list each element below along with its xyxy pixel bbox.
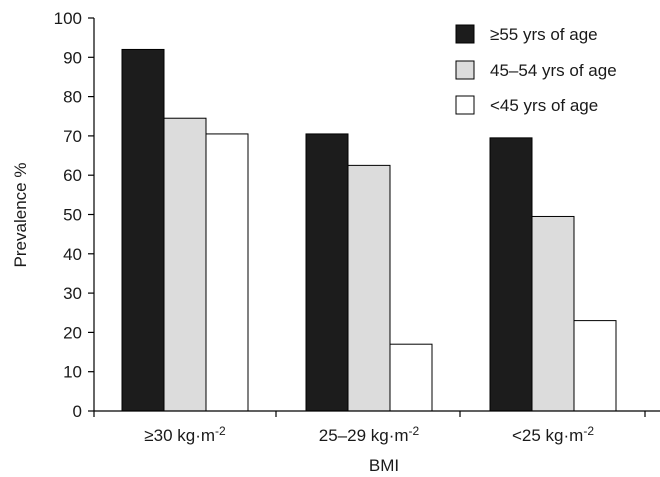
bar — [389, 343, 433, 412]
bar — [205, 133, 249, 412]
y-tick-label: 40 — [63, 245, 82, 264]
bar — [121, 48, 165, 412]
y-tick-label: 90 — [63, 48, 82, 67]
y-axis: 0 10 20 30 40 50 60 70 80 90 100 — [54, 9, 95, 421]
y-tick-label: 80 — [63, 88, 82, 107]
x-tick-label: ≥30 kg·m-2 — [144, 424, 226, 445]
legend: ≥55 yrs of age 45–54 yrs of age <45 yrs of… — [455, 24, 617, 115]
x-tick-label: <25 kg·m-2 — [512, 424, 594, 445]
x-axis-title: BMI — [369, 456, 399, 475]
legend-label: <45 yrs of age — [490, 96, 598, 115]
y-tick-label: 10 — [63, 363, 82, 382]
y-tick-label: 20 — [63, 323, 82, 342]
bar — [347, 164, 391, 412]
legend-label: ≥55 yrs of age — [490, 25, 598, 44]
legend-label: 45–54 yrs of age — [490, 61, 617, 80]
x-axis: ≥30 kg·m-2 25–29 kg·m-2 <25 kg·m-2 — [93, 410, 660, 445]
x-tick-label: 25–29 kg·m-2 — [319, 424, 420, 445]
legend-swatch — [455, 60, 475, 80]
y-tick-label: 30 — [63, 284, 82, 303]
bar — [489, 137, 533, 412]
bars — [121, 48, 617, 412]
y-tick-label: 70 — [63, 127, 82, 146]
y-tick-label: 60 — [63, 166, 82, 185]
legend-swatch — [455, 95, 475, 115]
bar — [531, 215, 575, 412]
bar — [305, 133, 349, 412]
legend-swatch — [455, 24, 475, 44]
y-tick-label: 50 — [63, 206, 82, 225]
y-tick-label: 100 — [54, 9, 82, 28]
y-axis-title: Prevalence % — [11, 163, 30, 268]
bar — [573, 320, 617, 412]
y-tick-label: 0 — [73, 402, 82, 421]
bar — [163, 117, 207, 412]
